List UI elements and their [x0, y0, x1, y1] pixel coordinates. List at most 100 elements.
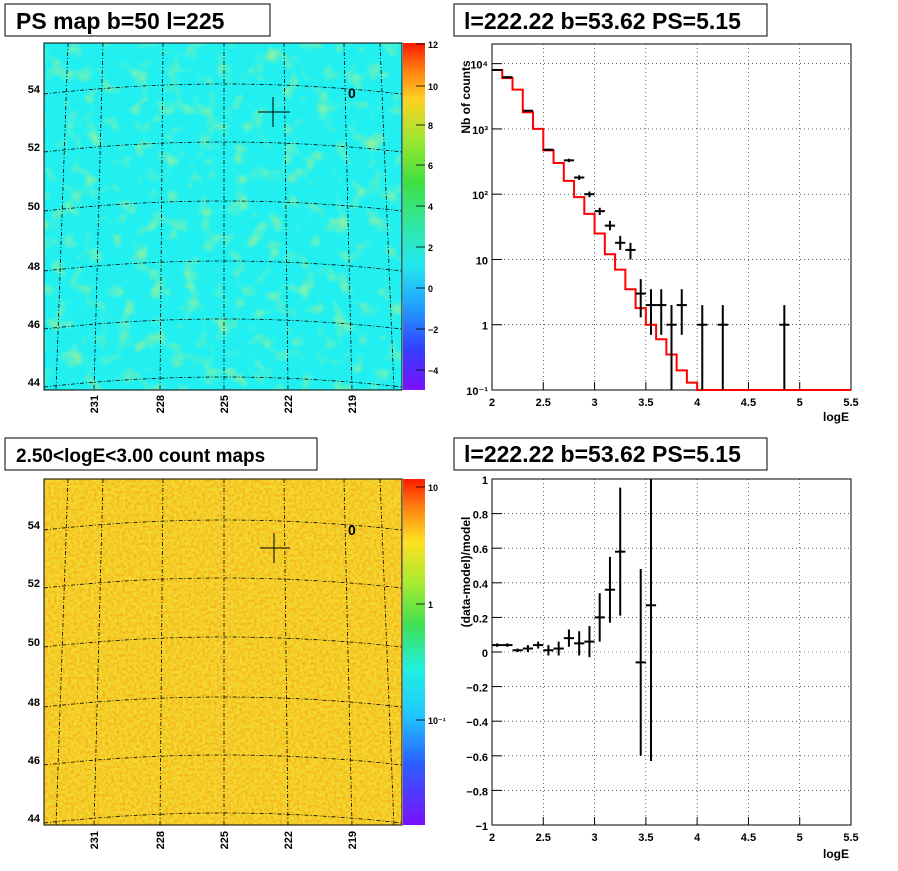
plot-frame — [491, 478, 852, 826]
count-map-heatmap — [44, 479, 402, 825]
y-tick-label: 1 — [482, 475, 488, 487]
spectrum-title-box — [453, 3, 768, 37]
ps-map-title-box — [4, 3, 271, 37]
y-tick-label: 10⁻¹ — [466, 386, 488, 398]
x-tick-label: 3 — [592, 832, 598, 844]
lat-tick-label: 46 — [28, 755, 40, 767]
parallel-line — [44, 754, 402, 766]
ps-map-title: PS map b=50 l=225 — [16, 8, 225, 34]
count-map-frame — [43, 478, 403, 826]
colorbar-tick-label: 8 — [428, 121, 433, 131]
count-map-panel: 2.50<logE<3.00 count maps 0 54 52 50 48 46 44… — [4, 437, 446, 849]
y-tick-label: 1 — [482, 321, 488, 333]
spectrum-plot: 2 2.5 3 3.5 4 4.5 5 5.5 10⁻¹ 1 10 10² 10³ 10⁴ — [466, 43, 859, 409]
parallel-line — [44, 318, 402, 330]
y-tick-label: 0.6 — [473, 544, 488, 556]
count-map-colorbar-ticks: 10 1 10⁻¹ — [416, 483, 446, 726]
colorbar-tick-label: 0 — [428, 284, 433, 294]
x-tick-label: 3 — [592, 397, 598, 409]
parallel-line — [44, 577, 402, 589]
colorbar-tick-label: 10 — [428, 82, 438, 92]
y-tick-label: −0.2 — [466, 683, 488, 695]
count-map-source-marker — [260, 533, 290, 563]
meridian-line — [283, 43, 289, 390]
parallel-line — [44, 519, 402, 531]
ps-map-colorbar-ticks: 12 10 8 6 4 2 0 −2 −4 — [416, 40, 438, 376]
colorbar-tick-label: 1 — [428, 600, 433, 610]
spectrum-panel: l=222.22 b=53.62 PS=5.15 2 2.5 3 3.5 4 4.5 5 5.… — [453, 3, 859, 424]
meridian-line — [283, 479, 289, 825]
ps-map-lat-ticks: 54 52 50 48 46 44 — [28, 84, 41, 389]
lon-tick-label: 222 — [283, 395, 295, 413]
lat-tick-label: 52 — [28, 142, 40, 154]
y-tick-label: 10³ — [472, 125, 488, 137]
lon-tick-label: 228 — [155, 831, 167, 849]
colorbar-tick-label: 4 — [428, 202, 433, 212]
residual-plot: 2 2.5 3 3.5 4 4.5 5 5.5 −1 −0.8 −0.6 −0.4 −0.2 0 0.2 0.… — [466, 475, 858, 844]
lat-tick-label: 44 — [28, 813, 41, 825]
x-tick-label: 2.5 — [536, 397, 551, 409]
x-tick-label: 2 — [489, 397, 495, 409]
lon-tick-label: 225 — [219, 831, 231, 849]
lon-tick-label: 225 — [219, 395, 231, 413]
x-tick-label: 4 — [694, 832, 701, 844]
parallel-line — [44, 83, 402, 95]
count-map-title: 2.50<logE<3.00 count maps — [16, 446, 265, 467]
x-tick-label: 4.5 — [741, 397, 756, 409]
y-tick-label: 0.4 — [473, 579, 489, 591]
x-tick-label: 5.5 — [843, 397, 858, 409]
model-histogram-line — [492, 68, 851, 391]
x-tick-label: 2.5 — [536, 832, 551, 844]
colorbar-tick-label: 2 — [428, 243, 433, 253]
y-tick-label: −0.4 — [466, 717, 489, 729]
lon-tick-label: 228 — [155, 395, 167, 413]
x-tick-label: 5.5 — [843, 832, 858, 844]
x-tick-label: 4 — [694, 397, 701, 409]
y-tick-label: −0.8 — [466, 786, 488, 798]
colorbar-tick-label: 10⁻¹ — [428, 716, 446, 726]
residual-xlabel: logE — [823, 847, 849, 861]
parallel-line — [44, 636, 402, 648]
ps-map-coordinate-grid — [44, 43, 402, 390]
spectrum-title: l=222.22 b=53.62 PS=5.15 — [464, 8, 741, 34]
colorbar-tick-label: 12 — [428, 40, 438, 50]
lat-tick-label: 54 — [28, 520, 41, 532]
x-tick-label: 3.5 — [638, 832, 653, 844]
x-tick-label: 5 — [797, 832, 803, 844]
y-tick-label: 10² — [472, 190, 488, 202]
lon-tick-label: 231 — [89, 831, 101, 849]
x-tick-label: 2 — [489, 832, 495, 844]
count-map-title-box — [4, 437, 318, 471]
x-tick-label: 5 — [797, 397, 803, 409]
ps-map-colorbar — [403, 43, 425, 390]
meridian-line — [55, 43, 69, 390]
spectrum-ylabel: Nb of counts — [459, 60, 473, 134]
spectrum-xlabel: logE — [823, 410, 849, 424]
residual-title-box — [453, 437, 768, 471]
lon-tick-label: 222 — [283, 831, 295, 849]
y-tick-label: −1 — [475, 821, 488, 833]
parallel-line — [44, 696, 402, 708]
parallel-line — [44, 812, 402, 824]
ps-map-frame — [43, 42, 403, 391]
lon-tick-label: 219 — [347, 831, 359, 849]
lat-tick-label: 50 — [28, 637, 40, 649]
x-tick-label: 3.5 — [638, 397, 653, 409]
lat-tick-label: 52 — [28, 578, 40, 590]
colorbar-tick-label: 6 — [428, 161, 433, 171]
ps-map-lon-ticks: 231 228 225 222 219 — [89, 395, 359, 413]
lat-tick-label: 44 — [28, 377, 41, 389]
count-map-lon-ticks: 231 228 225 222 219 — [89, 831, 359, 849]
meridian-line — [93, 479, 104, 825]
lon-tick-label: 231 — [89, 395, 101, 413]
lat-tick-label: 50 — [28, 201, 40, 213]
meridian-line — [159, 479, 164, 825]
meridian-line — [343, 479, 353, 825]
ps-map-source-label: 0 — [348, 85, 356, 101]
count-map-lat-ticks: 54 52 50 48 46 44 — [28, 520, 41, 825]
count-map-source-label: 0 — [348, 522, 356, 538]
meridian-line — [159, 43, 164, 390]
y-tick-label: 10⁴ — [470, 60, 488, 72]
